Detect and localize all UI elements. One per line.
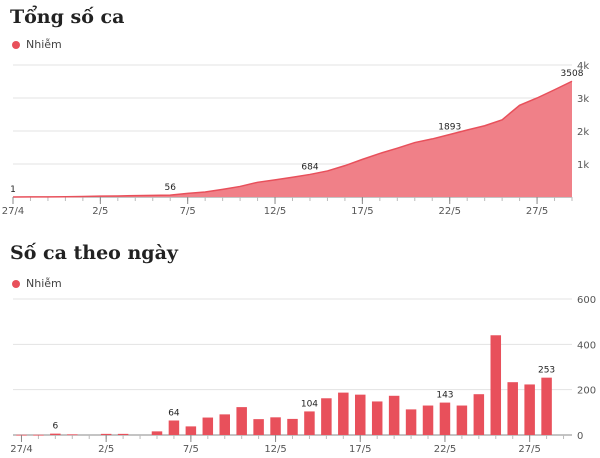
- data-label: 104: [301, 399, 318, 409]
- bar-7-5: [185, 426, 197, 435]
- chart-title: Số ca theo ngày: [10, 242, 178, 264]
- data-label: 253: [538, 366, 555, 376]
- data-label: 56: [164, 183, 176, 193]
- bar-5-5: [151, 431, 163, 435]
- legend-label: Nhiễm: [26, 38, 62, 51]
- x-tick-label: 17/5: [349, 444, 371, 455]
- y-tick-label: 2k: [577, 127, 589, 138]
- chart-title: Tổng số ca: [10, 6, 125, 28]
- bar-12-5: [270, 417, 281, 435]
- x-tick-label: 7/5: [183, 444, 199, 455]
- bar-14-5: [304, 411, 315, 435]
- bar-11-5: [253, 419, 264, 435]
- bar-25-5: [490, 335, 502, 435]
- x-tick-label: 27/5: [526, 206, 548, 217]
- bar-13-5: [287, 418, 298, 435]
- x-tick-label: 22/5: [434, 444, 456, 455]
- bar-10-5: [236, 407, 247, 435]
- bar-18-5: [371, 401, 383, 435]
- data-label: 1893: [438, 123, 461, 133]
- bar-26-5: [507, 382, 518, 435]
- series-line-nhiem: [12, 80, 573, 198]
- data-label: 684: [301, 162, 318, 172]
- y-tick-label: 400: [577, 340, 596, 351]
- bar-27-5: [524, 384, 535, 435]
- bar-17-5: [355, 394, 366, 435]
- chart-daily-cases: Số ca theo ngày Nhiễm 0 200 400 600 6 64 104 14…: [0, 236, 600, 458]
- bar-23-5: [456, 405, 468, 435]
- bar-22-5: [439, 402, 451, 435]
- x-tick-label: 12/5: [264, 206, 286, 217]
- data-label: 6: [52, 422, 58, 432]
- bar-28-4: [33, 434, 44, 436]
- y-tick-label: 0: [577, 431, 583, 442]
- data-label: 3508: [561, 69, 584, 79]
- bar-16-5: [338, 392, 349, 435]
- y-tick-label: 600: [577, 295, 596, 306]
- x-tick-label: 17/5: [351, 206, 373, 217]
- x-tick-label: 27/4: [2, 206, 24, 217]
- bar-8-5: [202, 417, 214, 435]
- bar-30-4: [67, 434, 78, 436]
- y-tick-label: 200: [577, 386, 596, 397]
- bar-3-5: [117, 433, 129, 435]
- y-tick-label: 1k: [577, 160, 589, 171]
- bar-29-4: [50, 433, 61, 435]
- chart-total-cases: Tổng số ca Nhiễm 1k 2k 3k 4k 1 56 684 1893 3508 2…: [0, 0, 600, 217]
- bar-9-5: [219, 414, 230, 435]
- data-label: 1: [10, 185, 16, 195]
- x-tick-label: 7/5: [180, 206, 196, 217]
- x-tick-label: 27/4: [10, 444, 32, 455]
- y-tick-label: 4k: [577, 61, 589, 72]
- data-label: 64: [168, 408, 180, 418]
- legend-swatch: [12, 40, 20, 49]
- series-area-nhiem: [13, 81, 572, 197]
- bar-28-5: [541, 377, 552, 435]
- total-cases-plot: 1k 2k 3k 4k 1 56 684 1893 3508 27/4 2/5 7/5 12/5 17/5…: [2, 61, 590, 217]
- bar-2-5: [100, 433, 112, 435]
- data-label: 143: [436, 391, 453, 401]
- x-tick-label: 2/5: [98, 444, 114, 455]
- bar-15-5: [321, 398, 332, 435]
- bar-6-5: [168, 420, 180, 435]
- legend: Nhiễm: [12, 277, 62, 290]
- legend-label: Nhiễm: [26, 277, 62, 290]
- daily-cases-plot: 0 200 400 600 6 64 104 143 253 27/4 2/5 7/5 12/5 17/5…: [10, 295, 596, 455]
- x-tick-label: 12/5: [264, 444, 286, 455]
- x-tick-label: 27/5: [518, 444, 540, 455]
- bar-19-5: [388, 395, 400, 435]
- legend-swatch: [12, 279, 20, 288]
- y-tick-label: 3k: [577, 94, 589, 105]
- x-tick-label: 22/5: [438, 206, 460, 217]
- bar-20-5: [405, 409, 417, 435]
- x-tick-label: 2/5: [92, 206, 108, 217]
- bar-21-5: [422, 405, 434, 435]
- legend: Nhiễm: [12, 38, 62, 51]
- bar-24-5: [473, 394, 485, 435]
